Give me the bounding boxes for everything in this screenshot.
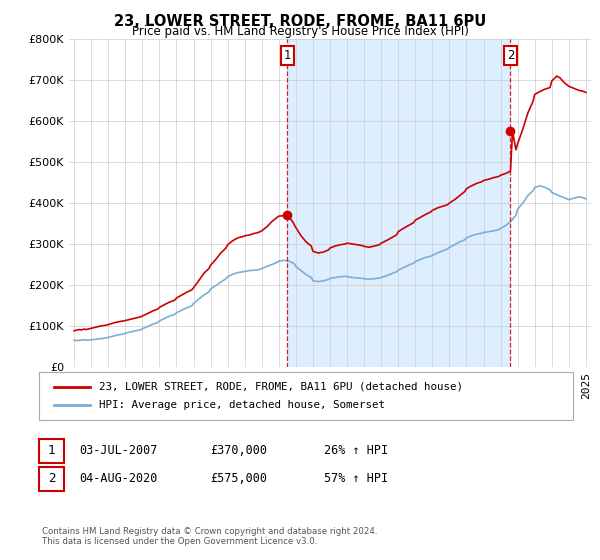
Text: 1: 1 [48,444,55,458]
Text: 23, LOWER STREET, RODE, FROME, BA11 6PU: 23, LOWER STREET, RODE, FROME, BA11 6PU [114,14,486,29]
Text: Contains HM Land Registry data © Crown copyright and database right 2024.
This d: Contains HM Land Registry data © Crown c… [42,526,377,546]
Text: 04-AUG-2020: 04-AUG-2020 [79,472,158,486]
Text: £575,000: £575,000 [210,472,267,486]
Text: 23, LOWER STREET, RODE, FROME, BA11 6PU (detached house): 23, LOWER STREET, RODE, FROME, BA11 6PU … [99,382,463,392]
Text: 2: 2 [507,49,514,62]
Text: 57% ↑ HPI: 57% ↑ HPI [324,472,388,486]
Text: 26% ↑ HPI: 26% ↑ HPI [324,444,388,458]
Text: 1: 1 [284,49,291,62]
Bar [287,39,511,367]
Text: 03-JUL-2007: 03-JUL-2007 [79,444,158,458]
Text: 2: 2 [48,472,55,486]
Text: Price paid vs. HM Land Registry's House Price Index (HPI): Price paid vs. HM Land Registry's House … [131,25,469,38]
Text: £370,000: £370,000 [210,444,267,458]
Text: HPI: Average price, detached house, Somerset: HPI: Average price, detached house, Some… [99,400,385,410]
